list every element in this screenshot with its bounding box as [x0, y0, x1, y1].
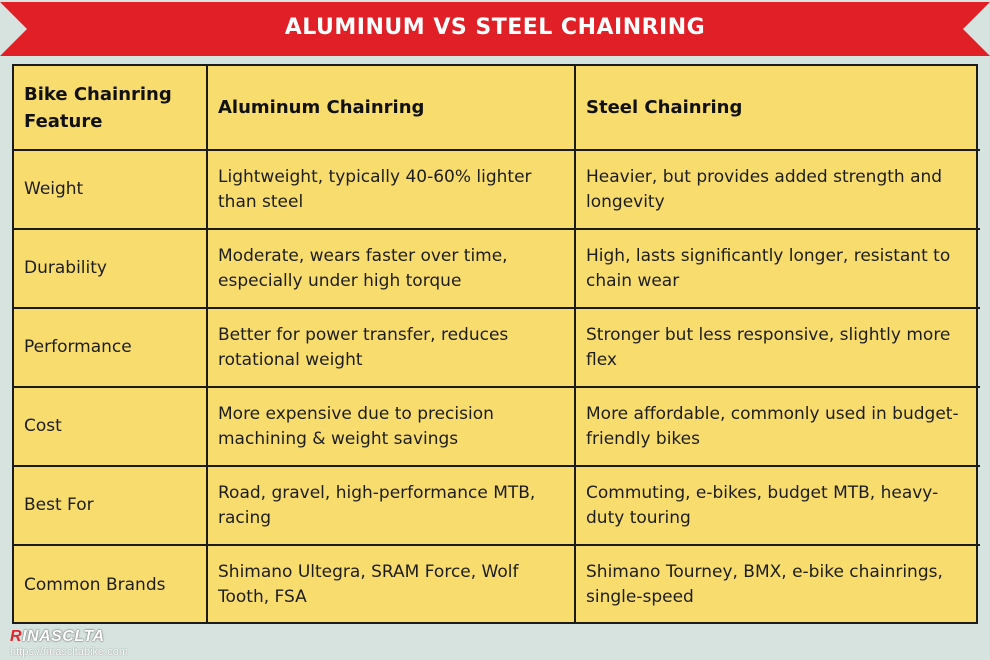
feature-cell: Cost [14, 386, 208, 467]
feature-cell: Weight [14, 150, 208, 230]
brand-logo-initial: R [10, 628, 23, 645]
page-title: ALUMINUM VS STEEL CHAINRING [284, 15, 706, 40]
table-row: Durability Moderate, wears faster over t… [14, 228, 980, 309]
aluminum-cell: Lightweight, typically 40-60% lighter th… [206, 150, 576, 230]
header-steel: Steel Chainring [574, 66, 980, 151]
site-url: https://rinascltabike.com [10, 646, 128, 658]
table-row: Cost More expensive due to precision mac… [14, 386, 980, 467]
table-row: Performance Better for power transfer, r… [14, 307, 980, 388]
aluminum-cell: Moderate, wears faster over time, especi… [206, 228, 576, 309]
steel-cell: High, lasts significantly longer, resist… [574, 228, 980, 309]
table-row: Common Brands Shimano Ultegra, SRAM Forc… [14, 544, 980, 624]
feature-cell: Durability [14, 228, 208, 309]
header-aluminum: Aluminum Chainring [206, 66, 576, 151]
feature-cell: Performance [14, 307, 208, 388]
brand-logo: RINASCLTA [10, 628, 105, 646]
steel-cell: Commuting, e-bikes, budget MTB, heavy-du… [574, 465, 980, 546]
steel-cell: Heavier, but provides added strength and… [574, 150, 980, 230]
comparison-table-grid: Bike Chainring Feature Aluminum Chainrin… [14, 66, 980, 624]
aluminum-cell: Road, gravel, high-performance MTB, raci… [206, 465, 576, 546]
banner-ribbon-shape [0, 2, 990, 56]
table-row: Weight Lightweight, typically 40-60% lig… [14, 150, 980, 230]
table-header-row: Bike Chainring Feature Aluminum Chainrin… [14, 66, 980, 151]
aluminum-cell: Shimano Ultegra, SRAM Force, Wolf Tooth,… [206, 544, 576, 624]
brand-logo-text: INASCLTA [22, 628, 105, 645]
table-row: Best For Road, gravel, high-performance … [14, 465, 980, 546]
title-banner: ALUMINUM VS STEEL CHAINRING [0, 0, 990, 58]
aluminum-cell: More expensive due to precision machinin… [206, 386, 576, 467]
aluminum-cell: Better for power transfer, reduces rotat… [206, 307, 576, 388]
comparison-table: Bike Chainring Feature Aluminum Chainrin… [12, 64, 980, 624]
header-feature: Bike Chainring Feature [14, 66, 208, 151]
steel-cell: Stronger but less responsive, slightly m… [574, 307, 980, 388]
steel-cell: Shimano Tourney, BMX, e-bike chainrings,… [574, 544, 980, 624]
feature-cell: Common Brands [14, 544, 208, 624]
feature-cell: Best For [14, 465, 208, 546]
steel-cell: More affordable, commonly used in budget… [574, 386, 980, 467]
